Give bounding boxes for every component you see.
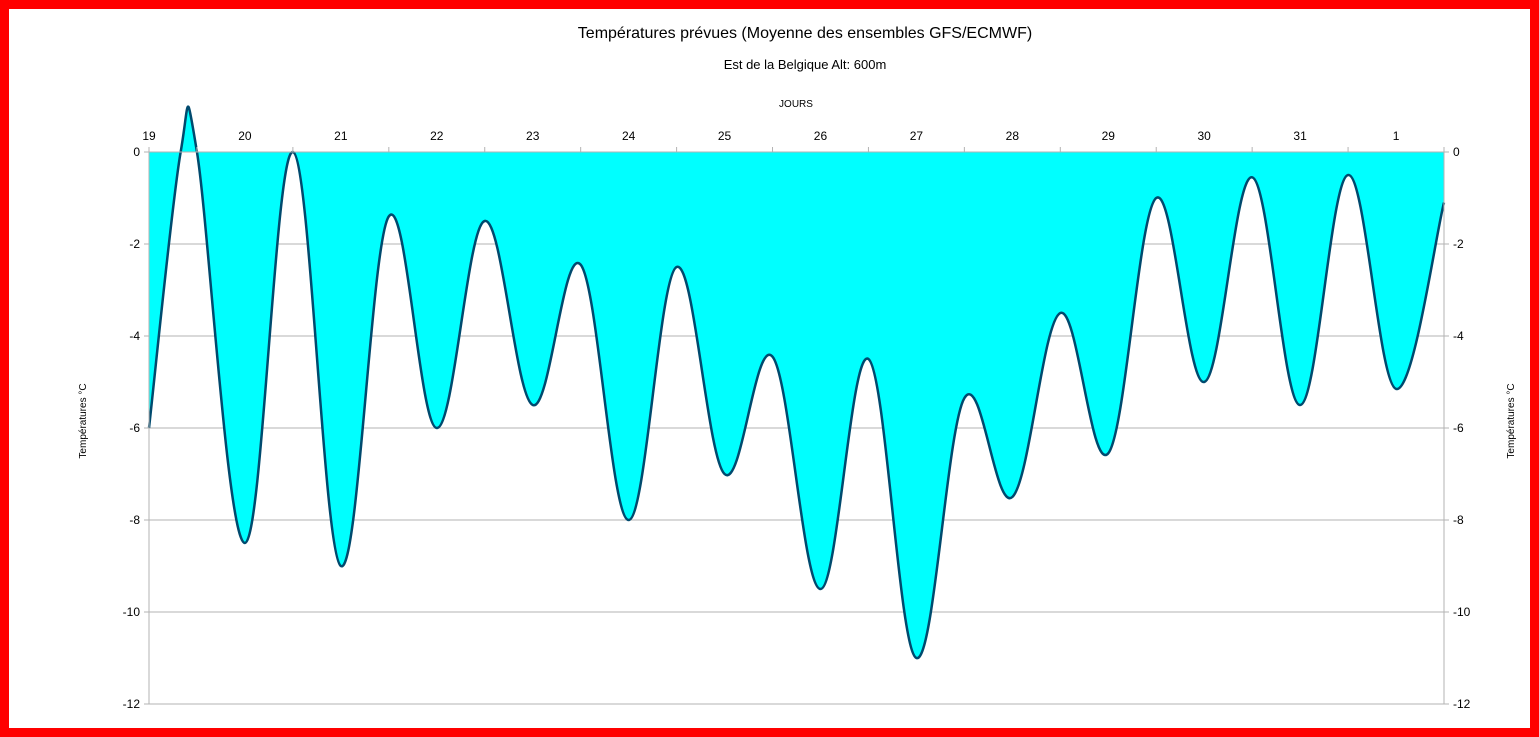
y-tick-label-right: -4 (1453, 329, 1464, 343)
x-tick-label: 19 (142, 129, 156, 143)
axes (144, 147, 1449, 705)
y-tick-label-left: -4 (129, 329, 140, 343)
plot-area (147, 105, 1446, 660)
y-tick-label-left: -12 (123, 697, 141, 711)
x-tick-label: 24 (622, 129, 636, 143)
x-tick-label: 26 (814, 129, 828, 143)
x-tick-label: 1 (1393, 129, 1400, 143)
x-tick-label: 22 (430, 129, 444, 143)
x-axis-title: JOURS (779, 99, 813, 110)
y-tick-label-left: -8 (129, 513, 140, 527)
series-line (147, 105, 1446, 660)
y-tick-label-left: 0 (133, 145, 140, 159)
x-tick-label: 29 (1102, 129, 1116, 143)
y-tick-label-right: -10 (1453, 605, 1471, 619)
x-tick-label: 28 (1006, 129, 1020, 143)
x-tick-label: 31 (1293, 129, 1307, 143)
y-tick-label-left: -6 (129, 421, 140, 435)
y-axis-title-right: Températures °C (1506, 383, 1517, 458)
x-tick-label: 25 (718, 129, 732, 143)
x-tick-label: 30 (1198, 129, 1212, 143)
chart-title: Températures prévues (Moyenne des ensemb… (578, 25, 1032, 42)
y-tick-label-right: -12 (1453, 697, 1471, 711)
x-tick-label: 27 (910, 129, 924, 143)
y-axis-title-left: Températures °C (78, 383, 89, 458)
chart-subtitle: Est de la Belgique Alt: 600m (724, 57, 887, 72)
y-tick-label-right: 0 (1453, 145, 1460, 159)
y-tick-label-left: -10 (123, 605, 141, 619)
y-tick-label-right: -6 (1453, 421, 1464, 435)
x-tick-label: 21 (334, 129, 348, 143)
x-tick-label: 23 (526, 129, 540, 143)
tick-labels: 19 20 21 22 23 24 25 26 27 28 29 30 31 1 0 0 -2 -2 -4 -4 -6 -… (123, 129, 1471, 711)
y-tick-label-left: -2 (129, 237, 140, 251)
y-tick-label-right: -8 (1453, 513, 1464, 527)
x-tick-label: 20 (238, 129, 252, 143)
series-area (149, 106, 1444, 659)
y-tick-label-right: -2 (1453, 237, 1464, 251)
